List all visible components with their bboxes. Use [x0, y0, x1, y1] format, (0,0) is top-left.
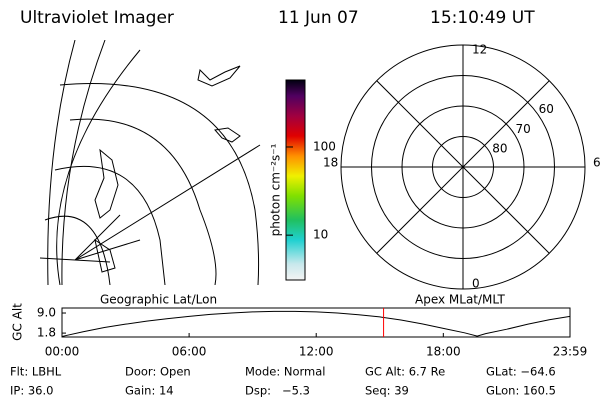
polar-frame — [340, 44, 586, 290]
mlt-label: 0 — [472, 277, 480, 291]
status-field: GC Alt: 6.7 Re — [365, 365, 445, 379]
y-tick-label: 1.8 — [37, 326, 56, 340]
status-field: Seq: 39 — [365, 384, 409, 398]
status-field: IP: 36.0 — [10, 384, 53, 398]
status-field: Gain: 14 — [125, 384, 174, 398]
status-field: Flt: LBHL — [10, 365, 62, 379]
x-tick-label: 06:00 — [172, 345, 207, 359]
alt-line — [61, 310, 571, 337]
colorbar — [285, 79, 306, 281]
x-tick-label: 23:59 — [553, 345, 588, 359]
map-label: Geographic Lat/Lon — [100, 293, 217, 307]
x-tick-label: 12:00 — [299, 345, 334, 359]
time: 15:10:49 UT — [430, 8, 535, 28]
mlt-label: 6 — [593, 156, 600, 170]
lat-circle — [401, 105, 525, 229]
title: Ultraviolet Imager — [20, 8, 174, 28]
y-axis-label: GC Alt — [11, 303, 25, 341]
status-field: Door: Open — [125, 365, 191, 379]
map — [40, 40, 261, 285]
lat-circle — [371, 75, 555, 259]
status-field: GLat: −64.6 — [486, 365, 556, 379]
mlt-label: 18 — [323, 156, 338, 170]
mlt-label: 12 — [472, 43, 487, 57]
x-tick-label: 00:00 — [45, 345, 80, 359]
lat-circle — [432, 136, 494, 198]
x-tick-label: 18:00 — [426, 345, 461, 359]
lat-label: 70 — [515, 122, 530, 136]
colorbar-tick-label: 10 — [313, 228, 328, 242]
polar-label: Apex MLat/MLT — [415, 293, 505, 307]
y-tick-label: 9.0 — [37, 306, 56, 320]
colorbar-tick-label: 100 — [313, 139, 336, 153]
status-field: GLon: 160.5 — [486, 384, 556, 398]
date: 11 Jun 07 — [278, 8, 359, 28]
status-field: Dsp: −5.3 — [245, 384, 310, 398]
lat-label: 80 — [492, 142, 507, 156]
lat-label: 60 — [539, 102, 554, 116]
status-field: Mode: Normal — [245, 365, 325, 379]
colorbar-label: photon cm⁻²s⁻¹ — [269, 143, 283, 236]
